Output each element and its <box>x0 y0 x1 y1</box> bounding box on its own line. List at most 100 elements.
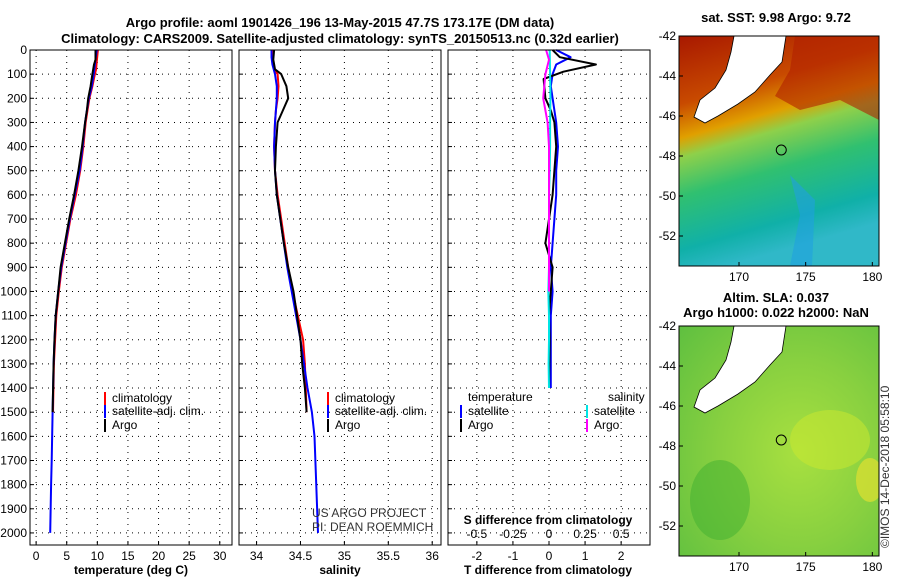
series-line-t_satellite <box>549 49 572 388</box>
y-tick-label: 600 <box>7 188 27 202</box>
map-y-tick-label: -46 <box>659 399 677 413</box>
salinity-series <box>270 49 319 533</box>
secondary-x-tick-label: 0.5 <box>613 527 630 541</box>
s-difference-label: S difference from climatology <box>464 513 633 527</box>
salinity-grid <box>239 49 441 545</box>
map-x-tick-label: 180 <box>862 560 882 574</box>
series-line-s_argo <box>542 49 550 292</box>
legend-label-climatology: climatology <box>335 391 395 405</box>
y-tick-label: 1800 <box>0 478 27 492</box>
pi-credit: PI: DEAN ROEMMICH <box>312 520 433 534</box>
sla-peak-patch <box>856 458 879 502</box>
x-tick-label: 5 <box>63 549 70 563</box>
x-tick-label: -2 <box>472 549 483 563</box>
y-tick-label: 200 <box>7 91 27 105</box>
series-line-climatology <box>52 49 99 413</box>
legend-header-salinity: salinity <box>608 390 645 404</box>
sla-argo-position-marker <box>775 434 787 446</box>
secondary-x-tick-label: -0.5 <box>467 527 488 541</box>
sst-map-yticks: -42 -44 -46 -48 -50 -52 <box>659 29 683 243</box>
map-y-tick-label: -42 <box>659 319 677 333</box>
sla-map-xticks: 170 175 180 <box>729 552 883 574</box>
legend-header-temperature: temperature <box>468 390 533 404</box>
y-tick-label: 2000 <box>0 526 27 540</box>
sla-map-panel: Altim. SLA: 0.037 Argo h1000: 0.022 h200… <box>659 290 883 574</box>
series-line-argo <box>51 50 97 413</box>
x-tick-label: 35 <box>338 549 352 563</box>
map-y-tick-label: -44 <box>659 69 677 83</box>
legend-label-s-satellite: satellite <box>594 404 635 418</box>
legend-label-argo: Argo <box>112 418 138 432</box>
sla-low-patch <box>690 460 750 540</box>
x-tick-label: 36 <box>426 549 440 563</box>
difference-series <box>542 49 597 389</box>
map-x-tick-label: 170 <box>729 270 749 284</box>
legend-label-satellite: satellite-adj. clim. <box>335 404 427 418</box>
x-tick-label: 1 <box>582 549 589 563</box>
x-tick-label: 2 <box>618 549 625 563</box>
temperature-axes-box <box>29 49 233 546</box>
y-tick-label: 1000 <box>0 284 27 298</box>
series-line-t_argo <box>542 49 597 389</box>
t-difference-xlabel: T difference from climatology <box>464 563 632 577</box>
map-y-tick-label: -44 <box>659 359 677 373</box>
sla-map-yticks: -42 -44 -46 -48 -50 -52 <box>659 319 683 533</box>
sla-map-title-line-1: Altim. SLA: 0.037 <box>723 290 829 305</box>
map-y-tick-label: -42 <box>659 29 677 43</box>
x-tick-label: 15 <box>121 549 135 563</box>
salinity-xticks: 34 34.5 35 35.5 36 <box>250 541 439 563</box>
secondary-x-tick-label: -0.25 <box>499 527 527 541</box>
x-tick-label: 10 <box>91 549 105 563</box>
map-y-tick-label: -52 <box>659 519 677 533</box>
y-tick-label: 300 <box>7 115 27 129</box>
y-tick-label: 1600 <box>0 429 27 443</box>
sst-map-frame <box>678 35 880 267</box>
difference-legend: temperature salinity satellite Argo sate… <box>460 390 645 432</box>
sst-map-title: sat. SST: 9.98 Argo: 9.72 <box>701 10 851 25</box>
map-y-tick-label: -52 <box>659 229 677 243</box>
difference-xticks: -2 -1 0 1 2 <box>472 541 625 563</box>
legend-label-climatology: climatology <box>112 391 172 405</box>
map-y-tick-label: -48 <box>659 439 677 453</box>
legend-label-s-argo: Argo <box>594 418 620 432</box>
sla-high-patch <box>790 410 870 470</box>
y-tick-label: 1500 <box>0 405 27 419</box>
series-line-argo <box>272 49 308 413</box>
y-tick-label: 1300 <box>0 357 27 371</box>
legend-label-t-argo: Argo <box>468 418 494 432</box>
legend-label-argo: Argo <box>335 418 361 432</box>
sla-map-frame <box>678 325 880 557</box>
y-tick-label: 400 <box>7 140 27 154</box>
map-y-tick-label: -50 <box>659 479 677 493</box>
secondary-x-tick-label: 0 <box>546 527 553 541</box>
new-zealand-land <box>693 36 787 124</box>
temperature-panel: 0 5 10 15 20 25 30 0 100 200 300 400 500 600 700 800 90… <box>0 43 233 577</box>
y-tick-label: 1900 <box>0 502 27 516</box>
x-tick-label: 35.5 <box>377 549 401 563</box>
x-tick-label: 0 <box>546 549 553 563</box>
salinity-legend: climatology satellite-adj. clim. Argo <box>327 391 427 432</box>
figure-title-line-1: Argo profile: aoml 1901426_196 13-May-20… <box>126 15 555 30</box>
salinity-xlabel: salinity <box>319 563 361 577</box>
secondary-x-tick-label: 0.25 <box>573 527 597 541</box>
temperature-legend: climatology satellite-adj. clim. Argo <box>104 391 204 432</box>
temperature-yticks: 0 100 200 300 400 500 600 700 800 900 1000 1100 1200… <box>0 43 27 540</box>
x-tick-label: -1 <box>508 549 519 563</box>
x-tick-label: 20 <box>152 549 166 563</box>
y-tick-label: 0 <box>20 43 27 57</box>
project-credit: US ARGO PROJECT <box>312 506 427 520</box>
map-y-tick-label: -50 <box>659 189 677 203</box>
y-tick-label: 1700 <box>0 453 27 467</box>
salinity-axes-box <box>238 49 442 546</box>
x-tick-label: 0 <box>33 549 40 563</box>
sst-argo-position-marker <box>775 144 787 156</box>
map-x-tick-label: 175 <box>796 560 816 574</box>
sst-map-xticks: 170 175 180 <box>729 262 883 284</box>
temperature-xticks: 0 5 10 15 20 25 30 <box>33 541 227 563</box>
map-y-tick-label: -48 <box>659 149 677 163</box>
temperature-xlabel: temperature (deg C) <box>74 563 188 577</box>
difference-secondary-xticks: -0.5 -0.25 0 0.25 0.5 <box>467 527 630 541</box>
salinity-panel: 34 34.5 35 35.5 36 salinity climatology sate… <box>238 49 442 577</box>
difference-grid <box>448 49 650 545</box>
